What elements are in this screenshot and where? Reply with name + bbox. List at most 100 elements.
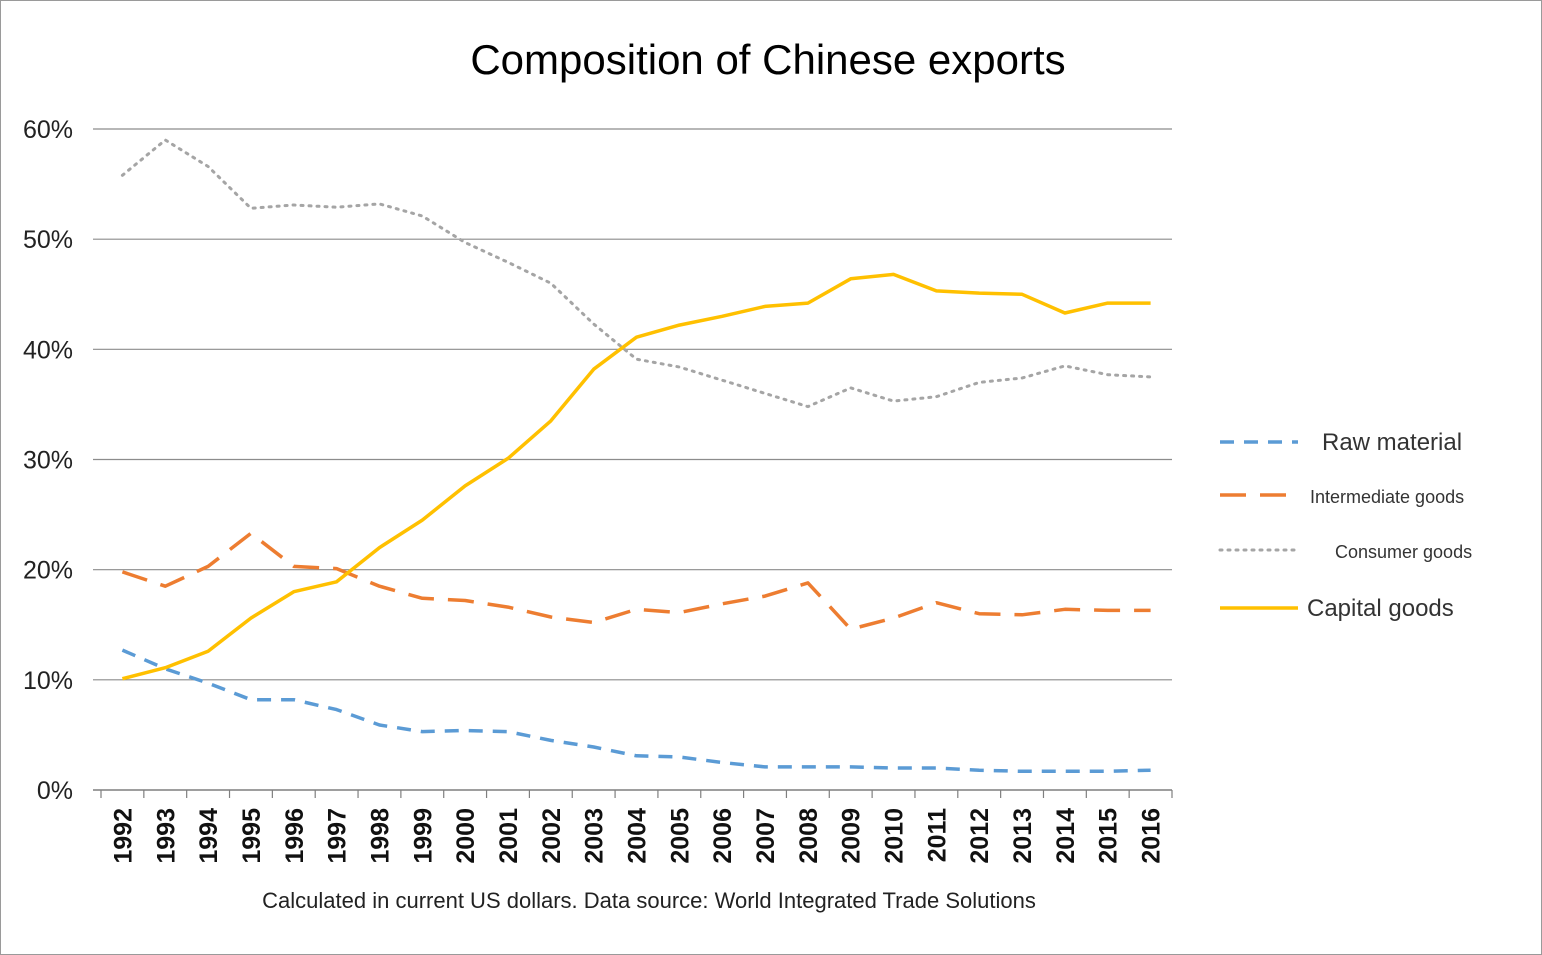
x-tick-label: 2007 — [752, 808, 780, 864]
legend-label: Raw material — [1322, 429, 1462, 456]
data-point — [163, 666, 167, 670]
data-point — [892, 616, 896, 620]
x-tick-label: 2000 — [452, 808, 480, 864]
data-point — [1020, 292, 1024, 296]
chart-title: Composition of Chinese exports — [470, 36, 1065, 83]
data-point — [549, 419, 553, 423]
x-tick-label: 2013 — [1009, 808, 1037, 864]
data-point — [635, 335, 639, 339]
x-tick-label: 2005 — [666, 808, 694, 864]
data-point — [1106, 769, 1110, 773]
data-point — [763, 304, 767, 308]
data-point — [934, 289, 938, 293]
series-line-intermediate-goods — [121, 531, 1151, 631]
data-point — [506, 260, 510, 264]
data-point — [335, 567, 339, 571]
data-point — [720, 314, 724, 318]
data-point — [1149, 375, 1153, 379]
series-layer — [120, 138, 1153, 774]
data-point — [249, 698, 253, 702]
data-point — [377, 202, 381, 206]
x-tick-label: 1999 — [409, 808, 437, 864]
series-line-consumer-goods — [120, 138, 1153, 409]
data-point — [377, 723, 381, 727]
data-point — [163, 138, 167, 142]
data-point — [635, 754, 639, 758]
data-point — [763, 765, 767, 769]
legend-item-raw-material: Raw material — [1220, 429, 1462, 456]
data-point — [463, 729, 467, 733]
data-point — [1106, 373, 1110, 377]
data-point — [806, 765, 810, 769]
data-point — [335, 205, 339, 209]
data-point — [206, 681, 210, 685]
legend-item-consumer-goods: Consumer goods — [1218, 542, 1472, 562]
data-point — [292, 564, 296, 568]
data-point — [977, 768, 981, 772]
data-point — [506, 456, 510, 460]
x-tick-label: 2009 — [838, 808, 866, 864]
data-point — [592, 322, 596, 326]
data-point — [549, 615, 553, 619]
data-point — [934, 395, 938, 399]
data-point — [377, 546, 381, 550]
x-tick-label: 2012 — [966, 808, 994, 864]
data-point — [120, 570, 124, 574]
data-point — [592, 367, 596, 371]
data-point — [1149, 608, 1153, 612]
data-point — [977, 612, 981, 616]
data-point — [806, 405, 810, 409]
data-point — [934, 601, 938, 605]
data-point — [249, 616, 253, 620]
data-point — [1106, 608, 1110, 612]
x-tick-label: 2006 — [709, 808, 737, 864]
data-point — [206, 649, 210, 653]
data-point — [849, 386, 853, 390]
data-point — [120, 648, 124, 652]
data-point — [849, 627, 853, 631]
data-point — [249, 206, 253, 210]
data-point — [249, 531, 253, 535]
x-tick-label: 1996 — [281, 808, 309, 864]
data-point — [506, 605, 510, 609]
data-point — [892, 766, 896, 770]
data-point — [1020, 376, 1024, 380]
data-point — [335, 580, 339, 584]
series-line-raw-material — [121, 648, 1151, 774]
data-point — [763, 594, 767, 598]
y-tick-label: 0% — [37, 777, 73, 805]
data-point — [206, 164, 210, 168]
data-point — [592, 621, 596, 625]
legend: Raw material Intermediate goods Consumer g… — [1218, 429, 1472, 622]
data-point — [1063, 364, 1067, 368]
x-tick-label: 2008 — [795, 808, 823, 864]
data-point — [1020, 613, 1024, 617]
data-point — [420, 518, 424, 522]
data-point — [635, 607, 639, 611]
data-point — [420, 596, 424, 600]
data-point — [1149, 301, 1153, 305]
data-point — [635, 357, 639, 361]
data-point — [677, 365, 681, 369]
data-point — [677, 755, 681, 759]
data-point — [163, 584, 167, 588]
data-point — [292, 698, 296, 702]
data-point — [1149, 768, 1153, 772]
legend-label: Intermediate goods — [1310, 487, 1464, 507]
data-point — [463, 599, 467, 603]
data-point — [892, 272, 896, 276]
data-point — [677, 323, 681, 327]
x-tick-label: 2011 — [923, 808, 951, 862]
data-point — [806, 301, 810, 305]
data-point — [934, 766, 938, 770]
data-point — [1063, 607, 1067, 611]
data-point — [977, 380, 981, 384]
y-tick-label: 20% — [23, 557, 73, 585]
y-tick-label: 40% — [23, 336, 73, 364]
x-tick-label: 2016 — [1138, 808, 1166, 864]
data-point — [506, 730, 510, 734]
data-point — [892, 399, 896, 403]
data-point — [1063, 769, 1067, 773]
data-point — [720, 378, 724, 382]
